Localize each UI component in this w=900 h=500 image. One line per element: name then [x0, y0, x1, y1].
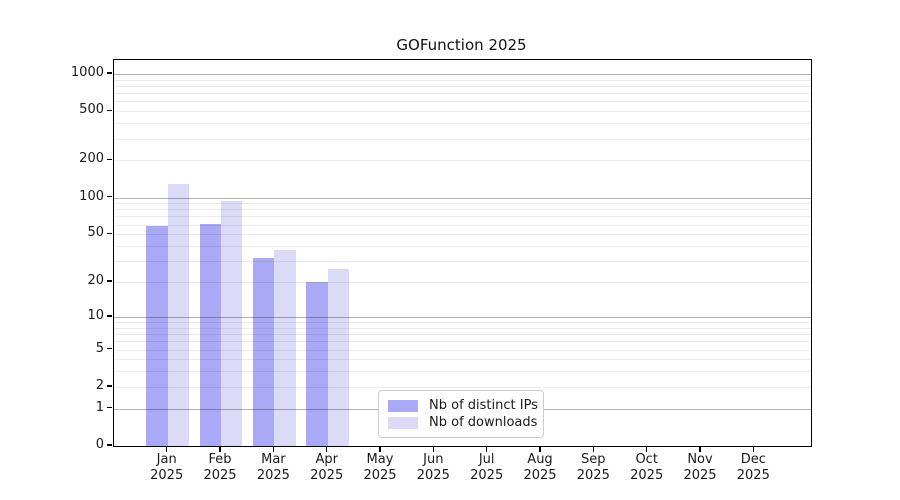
x-tick-mark [432, 446, 435, 452]
x-tick-label: Sep 2025 [576, 452, 610, 483]
legend-item-distinct-ips: Nb of distinct IPs [388, 398, 538, 413]
bar-downloads [167, 183, 189, 446]
y-tick-label: 1000 [70, 64, 104, 80]
y-tick-label: 5 [95, 340, 104, 356]
y-tick-mark [106, 72, 112, 74]
x-tick-label: Nov 2025 [683, 452, 717, 483]
x-tick-label: Oct 2025 [630, 452, 664, 483]
legend: Nb of distinct IPs Nb of downloads [378, 390, 544, 438]
y-tick-label: 20 [87, 273, 104, 288]
x-tick-label: Jan 2025 [150, 452, 184, 483]
bar-distinct-ips [306, 282, 328, 446]
bar-downloads [327, 268, 349, 446]
y-tick-mark [106, 232, 112, 234]
y-tick-label: 50 [87, 225, 104, 241]
x-tick-mark [752, 446, 755, 452]
x-tick-mark [592, 446, 595, 452]
bar-distinct-ips [253, 257, 275, 446]
x-tick-mark [272, 446, 275, 452]
x-tick-mark [219, 446, 221, 452]
y-tick-mark [106, 109, 112, 111]
y-tick-label: 100 [79, 188, 104, 204]
x-tick-mark [379, 446, 381, 452]
y-tick-label: 2 [95, 377, 104, 393]
x-tick-label: Dec 2025 [736, 452, 770, 483]
y-tick-mark [106, 158, 112, 161]
y-tick-mark [106, 195, 112, 198]
legend-item-downloads: Nb of downloads [388, 415, 538, 430]
x-tick-mark [325, 446, 328, 452]
chart-title: GOFunction 2025 [396, 36, 527, 54]
bar-distinct-ips [146, 226, 168, 446]
x-tick-mark [485, 446, 488, 452]
x-tick-label: Apr 2025 [310, 452, 344, 483]
legend-label-downloads: Nb of downloads [429, 415, 538, 430]
x-tick-label: Aug 2025 [523, 452, 557, 483]
x-tick-label: May 2025 [363, 452, 397, 483]
y-tick-mark [106, 347, 112, 350]
legend-swatch-downloads-icon [388, 416, 418, 429]
x-tick-label: Feb 2025 [203, 452, 237, 483]
y-tick-label: 500 [79, 102, 104, 118]
y-tick-label: 200 [79, 151, 104, 167]
y-tick-label: 1 [95, 399, 104, 415]
y-tick-label: 0 [95, 437, 104, 452]
plot-area [113, 59, 812, 447]
y-tick-mark [106, 315, 112, 317]
y-tick-mark [106, 385, 112, 387]
x-tick-label: Jul 2025 [470, 452, 504, 483]
x-tick-mark [645, 446, 648, 452]
y-tick-mark [106, 444, 112, 446]
x-tick-mark [699, 446, 701, 452]
x-tick-mark [165, 446, 168, 452]
x-tick-label: Jun 2025 [416, 452, 450, 483]
y-tick-label: 10 [87, 307, 104, 323]
y-tick-mark [106, 406, 112, 409]
legend-swatch-distinct-ips-icon [388, 399, 418, 412]
bar-downloads [221, 201, 243, 446]
bar-distinct-ips [199, 223, 221, 446]
x-tick-label: Mar 2025 [256, 452, 290, 483]
legend-label-distinct-ips: Nb of distinct IPs [429, 398, 538, 413]
x-tick-mark [539, 446, 541, 452]
bars-layer [114, 60, 811, 446]
bar-downloads [274, 250, 296, 446]
y-tick-mark [106, 280, 112, 282]
